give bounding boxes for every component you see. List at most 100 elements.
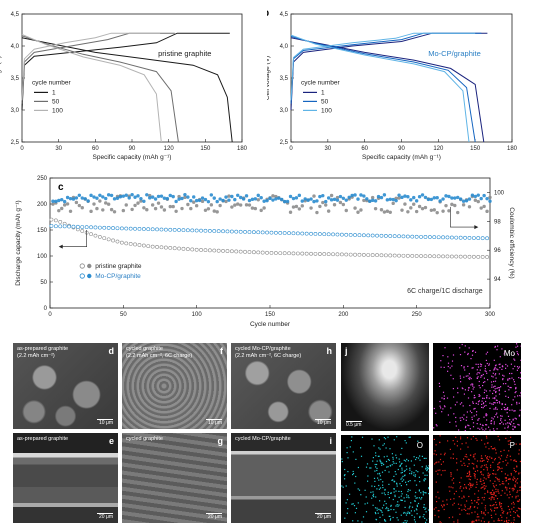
eds-dot (498, 363, 500, 366)
eds-dot (520, 372, 521, 374)
eds-dot (516, 401, 518, 403)
eds-dot (471, 522, 473, 523)
eds-dot (459, 377, 462, 379)
efficiency-point (218, 203, 222, 208)
eds-dot (459, 417, 461, 419)
eds-dot (354, 482, 356, 484)
eds-dot (464, 506, 466, 508)
eds-dot (387, 466, 389, 468)
eds-dot (346, 452, 348, 454)
eds-dot (474, 500, 476, 502)
capacity-point (291, 251, 296, 256)
eds-dot (365, 466, 368, 468)
efficiency-point (142, 206, 146, 210)
eds-dot (496, 498, 499, 500)
eds-dot (391, 479, 393, 481)
eds-dot (395, 457, 398, 459)
eds-dot (464, 369, 466, 371)
capacity-point (278, 230, 283, 235)
efficiency-point (403, 194, 407, 198)
eds-dot (501, 516, 503, 518)
y-tick-label: 3,0 (11, 108, 20, 114)
eds-dot (480, 376, 482, 378)
capacity-point (185, 247, 190, 252)
eds-dot (493, 492, 495, 494)
eds-map-mo: Mo (433, 343, 521, 431)
eds-dot (464, 389, 466, 391)
eds-dot (495, 491, 497, 493)
eds-dot (341, 485, 343, 487)
eds-dot (517, 495, 519, 497)
eds-dot (479, 369, 481, 371)
capacity-point (190, 228, 195, 233)
eds-dot (508, 389, 510, 391)
eds-dot (401, 462, 403, 464)
x-tick-label: 90 (398, 146, 405, 152)
legend-label-1: 1 (321, 89, 325, 96)
eds-dot (481, 439, 483, 441)
efficiency-point (215, 210, 219, 214)
capacity-point (260, 250, 265, 255)
eds-dot (506, 513, 508, 515)
eds-dot (491, 497, 493, 499)
eds-dot (411, 471, 413, 473)
efficiency-point (194, 204, 199, 208)
eds-dot (467, 484, 470, 486)
capacity-point (93, 233, 98, 238)
curve-charge-100 (290, 32, 476, 101)
eds-dot (413, 474, 415, 476)
efficiency-point (335, 195, 340, 200)
eds-dot (500, 505, 502, 507)
capacity-point (441, 254, 445, 259)
efficiency-point (153, 197, 158, 201)
eds-dot (401, 467, 403, 469)
eds-dot (463, 462, 465, 464)
eds-dot (472, 435, 474, 438)
eds-dot (342, 486, 344, 488)
capacity-point (203, 228, 208, 233)
efficiency-point (467, 197, 472, 201)
capacity-point (445, 254, 450, 259)
eds-dot (495, 507, 497, 509)
eds-dot (377, 477, 379, 479)
efficiency-point (388, 197, 392, 201)
eds-dot (505, 423, 507, 425)
eds-dot (480, 466, 482, 468)
efficiency-point (54, 199, 58, 204)
eds-dot (413, 464, 415, 466)
eds-dot (478, 395, 480, 397)
capacity-point (269, 230, 274, 235)
eds-dot (405, 514, 408, 516)
eds-dot (490, 464, 492, 466)
curve-discharge-1 (290, 37, 485, 143)
eds-dot (501, 470, 503, 473)
eds-dot (397, 519, 399, 521)
eds-dot (469, 473, 471, 475)
eds-dot (383, 492, 385, 494)
eds-dot (459, 403, 461, 405)
eds-dot (498, 390, 500, 392)
eds-dot (461, 464, 463, 466)
eds-dot (379, 460, 381, 462)
eds-dot (512, 419, 514, 421)
eds-dot (344, 468, 346, 471)
eds-dot (414, 495, 416, 497)
eds-dot (435, 507, 437, 509)
eds-dot (509, 511, 511, 513)
eds-dot (462, 388, 464, 390)
efficiency-point (385, 198, 390, 202)
eds-dot (407, 480, 409, 483)
eds-dot (477, 401, 480, 403)
eds-dot (497, 518, 500, 520)
eds-dot (403, 512, 405, 514)
legend-title: cycle number (32, 79, 71, 86)
eds-dot (456, 401, 458, 403)
eds-dot (482, 486, 484, 488)
eds-dot (351, 503, 353, 505)
eds-dot (485, 478, 487, 480)
eds-dot (520, 392, 521, 394)
eds-dot (481, 427, 483, 429)
eds-dot (485, 359, 487, 361)
eds-dot (494, 507, 496, 509)
eds-dot (467, 353, 469, 356)
